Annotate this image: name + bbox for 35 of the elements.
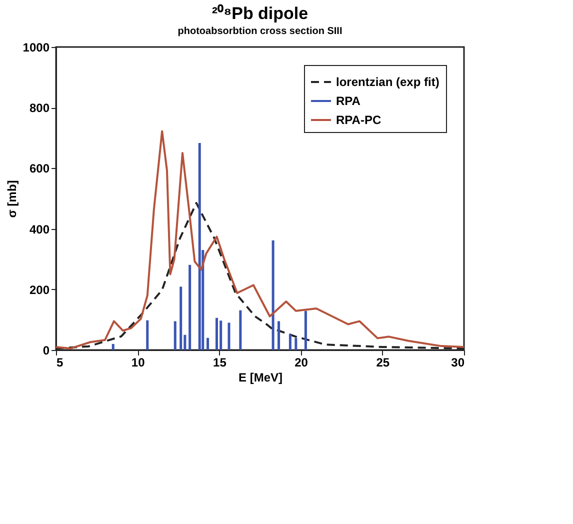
bar (112, 344, 114, 350)
x-tick-label: 5 (56, 356, 64, 370)
bar (174, 321, 176, 350)
y-tick-label: 400 (29, 222, 50, 236)
legend-label: RPA-PC (336, 113, 382, 127)
chart-subtitle: photoabsorbtion cross section SIII (178, 26, 342, 37)
chart-title: ²⁰⁸Pb dipole (212, 4, 308, 23)
bar (228, 322, 230, 350)
bar (272, 240, 274, 350)
x-tick-label: 20 (294, 356, 308, 370)
x-tick-label: 15 (213, 356, 227, 370)
bar (188, 264, 192, 350)
y-axis-title: σ [mb] (4, 180, 19, 218)
bar (239, 310, 242, 350)
bar (294, 338, 298, 350)
y-tick-label: 200 (29, 282, 50, 297)
y-tick-label: 1000 (22, 40, 50, 54)
x-tick-label: 10 (131, 356, 146, 370)
bar (180, 286, 182, 350)
y-tick-label: 800 (29, 101, 50, 116)
bar (198, 143, 201, 350)
bar (220, 320, 222, 350)
x-axis-title: E [MeV] (238, 370, 283, 384)
y-tick-label: 0 (42, 344, 50, 358)
y-tick-label: 600 (29, 162, 50, 176)
bar (206, 338, 210, 350)
legend-label: lorentzian (exp fit) (336, 75, 440, 89)
bar (288, 334, 292, 350)
x-tick-label: 25 (376, 356, 390, 370)
bar (146, 320, 149, 350)
bar (216, 318, 218, 350)
bar (278, 321, 280, 350)
legend-label: RPA (336, 94, 361, 108)
bar (304, 310, 307, 350)
x-tick-label: 30 (451, 356, 465, 370)
